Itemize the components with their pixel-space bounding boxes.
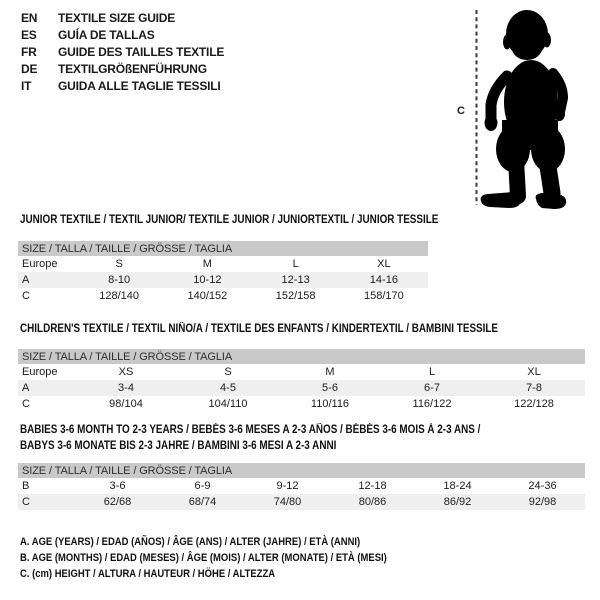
size-cell: 140/152 <box>187 290 228 302</box>
row-label: A <box>22 274 30 286</box>
size-cell: 110/116 <box>310 398 350 410</box>
size-cell: 3-4 <box>118 382 134 394</box>
size-cell: 7-8 <box>526 382 542 394</box>
size-cell: 74/80 <box>273 496 302 508</box>
size-cell: 9-12 <box>276 480 299 492</box>
size-cell: 10-12 <box>193 274 222 286</box>
language-row-it: IT GUIDA ALLE TAGLIE TESSILI <box>21 77 224 94</box>
legend-note-a: A. AGE (YEARS) / EDAD (AÑOS) / ÂGE (ANS)… <box>20 536 361 548</box>
language-row-fr: FR GUIDE DES TAILLES TEXTILE <box>21 43 224 60</box>
language-code: FR <box>21 44 37 59</box>
legend-notes: A. AGE (YEARS) / EDAD (AÑOS) / ÂGE (ANS)… <box>20 534 447 582</box>
size-header-bar: SIZE / TALLA / TAILLE / GRÖSSE / TAGLIA <box>18 349 585 364</box>
size-cell: 68/74 <box>188 496 217 508</box>
size-cell: L <box>428 366 436 378</box>
language-code: DE <box>21 61 38 76</box>
size-cell: 158/170 <box>363 290 404 302</box>
size-cell: L <box>292 258 299 270</box>
language-title: GUIDE DES TAILLES TEXTILE <box>58 44 225 59</box>
language-row-de: DE TEXTILGRÖßENFÜHRUNG <box>21 60 224 77</box>
language-code: EN <box>21 10 38 25</box>
size-cell: 128/140 <box>99 290 139 302</box>
children-table-title: CHILDREN'S TEXTILE / TEXTIL NIÑO/A / TEX… <box>20 323 499 335</box>
size-cell: 62/68 <box>103 496 132 508</box>
language-title: GUIDA ALLE TAGLIE TESSILI <box>58 78 221 93</box>
legend-note-c: C. (cm) HEIGHT / ALTURA / HAUTEUR / HÖHE… <box>20 568 276 580</box>
size-cell: M <box>202 258 212 270</box>
size-cell: 6-9 <box>194 480 211 492</box>
baby-silhouette-image <box>475 10 569 209</box>
size-cell: M <box>325 366 335 378</box>
language-title: TEXTILE SIZE GUIDE <box>58 10 176 25</box>
size-cell: 12-18 <box>358 480 387 492</box>
size-cell: 6-7 <box>424 382 440 394</box>
language-row-es: ES GUÍA DE TALLAS <box>21 26 224 43</box>
babies-size-table: SIZE / TALLA / TAILLE / GRÖSSE / TAGLIA … <box>18 463 585 510</box>
row-label: A <box>22 382 30 394</box>
language-title: TEXTILGRÖßENFÜHRUNG <box>58 61 207 76</box>
size-cell: S <box>115 258 123 270</box>
size-cell: S <box>224 366 232 378</box>
size-cell: 104/110 <box>208 398 248 410</box>
row-label: B <box>22 480 30 492</box>
size-cell: 5-6 <box>322 382 338 394</box>
language-title: GUÍA DE TALLAS <box>58 27 155 42</box>
row-label: Europe <box>22 258 58 270</box>
size-cell: 80/86 <box>358 496 387 508</box>
size-cell: XL <box>377 258 391 270</box>
language-row-en: EN TEXTILE SIZE GUIDE <box>21 9 224 26</box>
row-label: C <box>22 290 30 302</box>
junior-size-table: SIZE / TALLA / TAILLE / GRÖSSE / TAGLIA … <box>18 241 428 304</box>
language-list: EN TEXTILE SIZE GUIDE ES GUÍA DE TALLAS … <box>21 9 224 94</box>
table-row-europe: Europe S M L XL <box>18 256 428 272</box>
size-cell: XL <box>527 366 541 378</box>
size-cell: 12-13 <box>281 274 310 286</box>
size-cell: 116/122 <box>412 398 452 410</box>
size-cell: 18-24 <box>443 480 472 492</box>
language-code: ES <box>21 27 37 42</box>
table-row-height: C 98/104 104/110 110/116 116/122 122/128 <box>18 396 585 412</box>
table-row-height: C 128/140 140/152 152/158 158/170 <box>18 288 428 304</box>
table-row-months: B 3-6 6-9 9-12 12-18 18-24 24-36 <box>18 478 585 494</box>
table-row-age: A 8-10 10-12 12-13 14-16 <box>18 272 428 288</box>
table-row-europe: Europe XS S M L XL <box>18 364 585 380</box>
size-cell: 86/92 <box>443 496 472 508</box>
size-cell: 3-6 <box>109 480 126 492</box>
row-label: C <box>22 496 30 508</box>
measure-label-c: C <box>457 105 465 117</box>
size-cell: XS <box>118 366 134 378</box>
size-cell: 152/158 <box>275 290 316 302</box>
children-size-table: SIZE / TALLA / TAILLE / GRÖSSE / TAGLIA … <box>18 349 585 412</box>
size-cell: 4-5 <box>220 382 236 394</box>
size-header-bar: SIZE / TALLA / TAILLE / GRÖSSE / TAGLIA <box>18 463 585 478</box>
junior-table-title: JUNIOR TEXTILE / TEXTIL JUNIOR/ TEXTILE … <box>20 214 439 226</box>
size-cell: 92/98 <box>528 496 557 508</box>
size-cell: 8-10 <box>108 274 131 286</box>
size-cell: 14-16 <box>369 274 398 286</box>
size-cell: 98/104 <box>109 398 143 410</box>
table-row-age: A 3-4 4-5 5-6 6-7 7-8 <box>18 380 585 396</box>
size-cell: 122/128 <box>514 398 554 410</box>
size-header-bar: SIZE / TALLA / TAILLE / GRÖSSE / TAGLIA <box>18 241 428 256</box>
legend-note-b: B. AGE (MONTHS) / EDAD (MESES) / ÂGE (MO… <box>20 552 387 564</box>
table-row-height: C 62/68 68/74 74/80 80/86 86/92 92/98 <box>18 494 585 510</box>
language-code: IT <box>21 78 32 93</box>
row-label: C <box>22 398 30 410</box>
babies-table-title-line1: BABIES 3-6 MONTH TO 2-3 YEARS / BEBÉS 3-… <box>20 424 481 436</box>
size-cell: 24-36 <box>528 480 557 492</box>
row-label: Europe <box>22 366 58 378</box>
babies-table-title-line2: BABYS 3-6 MONATE BIS 2-3 JAHRE / BAMBINI… <box>20 440 337 452</box>
